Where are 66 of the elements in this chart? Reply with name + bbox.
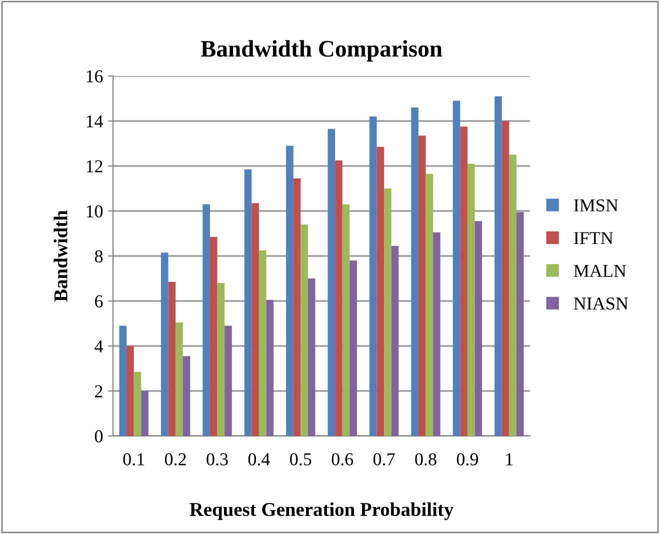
- x-tick-label: 0.2: [164, 453, 186, 466]
- x-tick-label: 0.7: [373, 453, 395, 466]
- x-axis-title: Request Generation Probability: [190, 502, 454, 520]
- legend-label: IMSN: [574, 199, 618, 212]
- bar: [160, 252, 168, 436]
- bar: [168, 282, 176, 436]
- bar: [369, 116, 377, 436]
- bar: [411, 108, 418, 436]
- bar: [433, 232, 440, 436]
- bar: [252, 203, 259, 436]
- bar: [460, 126, 468, 436]
- y-tick-label: 0: [94, 430, 103, 442]
- bar: [384, 188, 392, 436]
- bar: [293, 178, 301, 436]
- bar: [418, 136, 426, 436]
- y-tick-label: 14: [86, 115, 103, 128]
- bar: [467, 164, 475, 436]
- chart-title: Bandwidth Comparison: [200, 40, 442, 62]
- bar: [258, 250, 266, 436]
- bar: [474, 221, 482, 436]
- bar: [176, 322, 183, 436]
- legend-label: MALN: [574, 264, 626, 277]
- y-tick-label: 6: [95, 295, 103, 308]
- bar: [266, 300, 274, 436]
- bar: [426, 174, 434, 436]
- bar: [342, 204, 350, 436]
- bar: [126, 346, 134, 436]
- bar: [509, 154, 516, 436]
- bar: [502, 121, 510, 436]
- y-tick-label: 4: [94, 340, 103, 352]
- x-tick-label: 0.3: [206, 453, 228, 466]
- x-tick-label: 0.1: [123, 453, 144, 466]
- x-tick-label: 1: [506, 453, 513, 466]
- bar: [141, 391, 148, 436]
- bar: [134, 372, 142, 436]
- bar: [119, 326, 127, 436]
- bar: [308, 278, 316, 436]
- legend-label: IFTN: [574, 232, 614, 244]
- bar: [494, 96, 502, 436]
- bar: [391, 246, 399, 436]
- y-tick-label: 8: [94, 250, 103, 262]
- legend-label: NIASN: [574, 298, 628, 310]
- bar: [335, 160, 342, 436]
- y-tick-label: 16: [86, 70, 103, 82]
- x-tick-label: 0.4: [248, 453, 270, 466]
- bar: [202, 204, 210, 436]
- bar: [328, 128, 336, 436]
- x-tick-label: 0.9: [456, 453, 478, 466]
- bar: [210, 236, 218, 436]
- y-tick-label: 2: [95, 385, 102, 398]
- bar: [217, 283, 225, 436]
- bar: [300, 224, 308, 436]
- y-tick-label: 12: [86, 160, 102, 172]
- x-tick-label: 0.8: [415, 453, 436, 466]
- bar: [376, 146, 384, 436]
- bar: [516, 212, 524, 436]
- y-tick-label: 10: [86, 205, 103, 218]
- bar: [350, 260, 357, 436]
- y-axis-title: Bandwidth: [54, 210, 68, 302]
- x-tick-label: 0.5: [290, 453, 312, 466]
- bar: [224, 326, 232, 436]
- bar: [452, 100, 460, 436]
- bar: [286, 146, 294, 436]
- bar: [182, 356, 190, 436]
- x-tick-label: 0.6: [332, 453, 354, 466]
- bar: [244, 169, 252, 436]
